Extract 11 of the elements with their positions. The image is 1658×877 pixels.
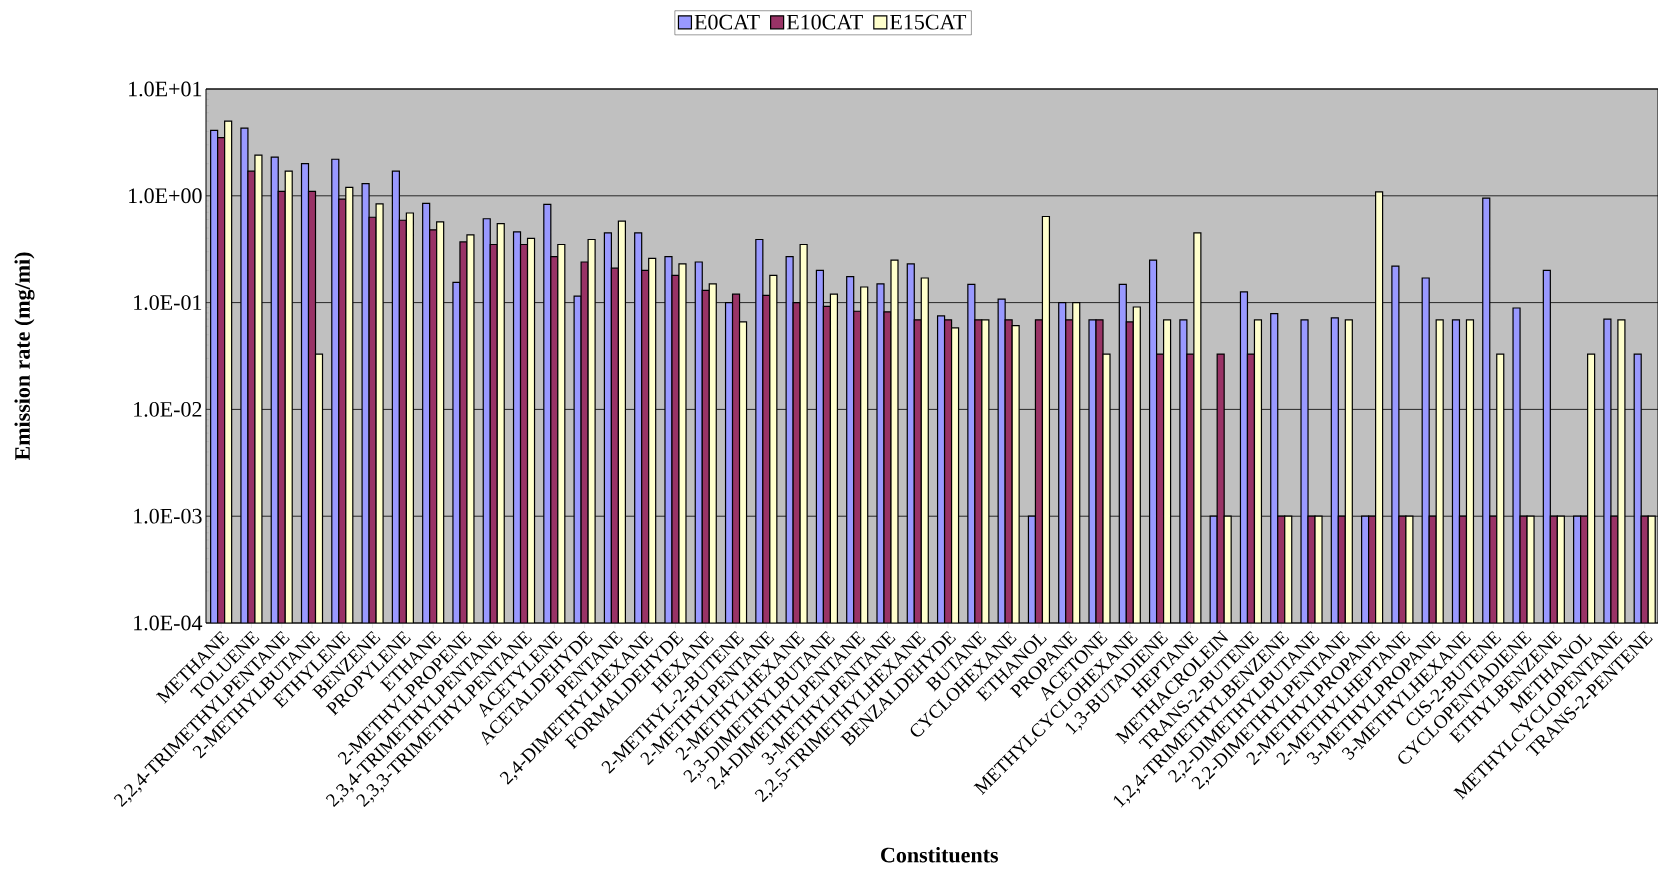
y-tick-label: 1.0E-03 bbox=[134, 508, 202, 524]
y-tick-label: 1.0E+00 bbox=[129, 188, 202, 204]
y-tick-label: 1.0E+01 bbox=[129, 81, 202, 97]
legend-label: E15CAT bbox=[890, 14, 967, 30]
y-tick-label: 1.0E-04 bbox=[134, 615, 203, 631]
legend-label: E10CAT bbox=[786, 14, 863, 30]
y-tick-label: 1.0E-01 bbox=[134, 295, 202, 311]
y-tick-label: 1.0E-02 bbox=[134, 401, 202, 417]
y-axis-title: Emission rate (mg/mi) bbox=[14, 252, 35, 461]
x-axis-title: Constituents bbox=[881, 847, 999, 863]
legend-label: E0CAT bbox=[694, 14, 760, 30]
